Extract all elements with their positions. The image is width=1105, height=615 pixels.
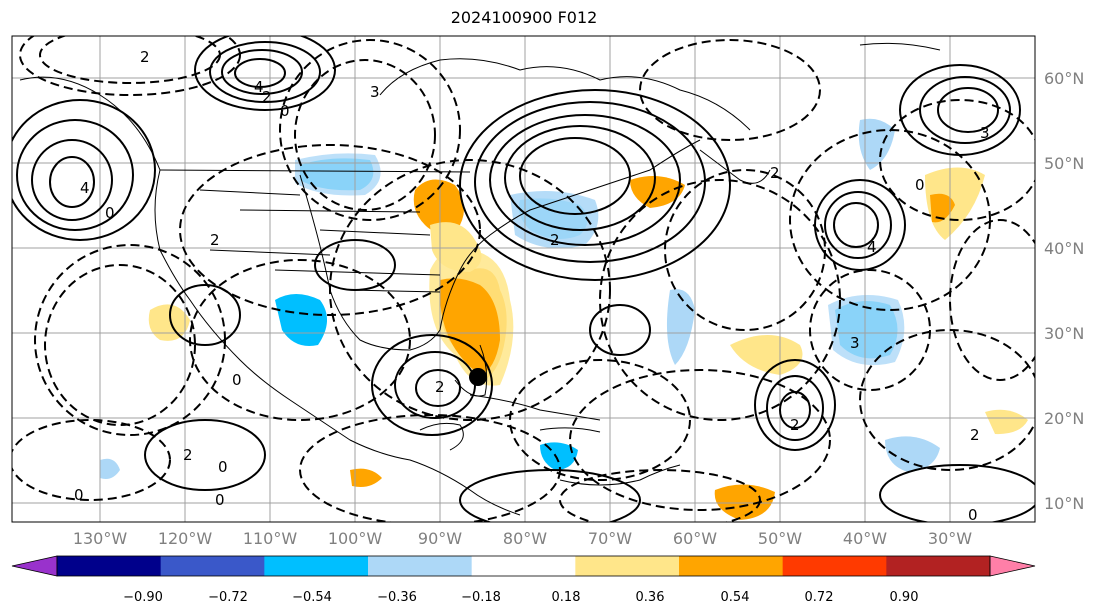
contour-label-group: 2 4 2 0 3 4 2 0 2 3 0 2 4 0 3 0 2 0 2 0 … xyxy=(74,48,990,524)
contour-label: 4 xyxy=(80,179,90,197)
lon-label: 70°W xyxy=(588,529,632,548)
contour-label: 4 xyxy=(254,78,264,96)
contour-label: 2 xyxy=(262,88,272,106)
lon-label: 130°W xyxy=(73,529,128,548)
lon-label: 30°W xyxy=(928,529,972,548)
colorbar-tick-labels: −0.90 −0.72 −0.54 −0.36 −0.18 0.18 0.36 … xyxy=(123,590,918,605)
colorbar-tick-label: −0.72 xyxy=(208,590,248,605)
lat-label: 60°N xyxy=(1044,69,1084,88)
lon-label: 60°W xyxy=(673,529,717,548)
contours-dashed xyxy=(12,36,1035,522)
colorbar-tick-label: 0.36 xyxy=(636,590,665,605)
colorbar-tick-label: 0.90 xyxy=(890,590,919,605)
yellow-anomaly-eastatl xyxy=(925,167,985,240)
yellow-anomaly-baja xyxy=(148,304,190,341)
map-title: 2024100900 F012 xyxy=(450,8,598,27)
lightblue-anomaly-mid xyxy=(666,289,695,365)
lon-label: 40°W xyxy=(843,529,887,548)
orange-anomaly-eastatl xyxy=(930,193,955,223)
lon-label: 80°W xyxy=(503,529,547,548)
contour-label: 2 xyxy=(210,231,220,249)
lon-label: 90°W xyxy=(418,529,462,548)
orange-anomaly-georgia xyxy=(439,278,500,375)
contour-label: 0 xyxy=(915,176,925,194)
lon-label: 50°W xyxy=(758,529,802,548)
colorbar xyxy=(11,555,1036,577)
contour-label: 0 xyxy=(74,486,84,504)
contour-label: 0 xyxy=(218,458,228,476)
map-frame xyxy=(11,35,1036,523)
colorbar-tick-label: 0.72 xyxy=(805,590,834,605)
orange-anomaly-south xyxy=(714,484,775,520)
colorbar-extend-low xyxy=(11,555,58,577)
colorbar-extend-high xyxy=(989,555,1036,577)
contour-label: 0 xyxy=(215,491,225,509)
colorbar-segment xyxy=(886,556,991,576)
lon-label: 110°W xyxy=(243,529,298,548)
contour-label: 0 xyxy=(105,204,115,222)
contour-label: 2 xyxy=(550,231,560,249)
colorbar-frame xyxy=(56,555,991,577)
contour-label: 2 xyxy=(770,164,780,182)
lightblue-anomaly-atlantic xyxy=(828,295,905,366)
contour-label: 2 xyxy=(140,48,150,66)
contour-label: 2 xyxy=(970,426,980,444)
colorbar-tick-label: −0.36 xyxy=(377,590,417,605)
longitude-labels: 130°W 120°W 110°W 100°W 90°W 80°W 70°W 6… xyxy=(73,529,972,548)
lat-label: 20°N xyxy=(1044,409,1084,428)
lat-label: 30°N xyxy=(1044,324,1084,343)
lightblue-anomaly-plains xyxy=(295,153,381,196)
contour-label: 0 xyxy=(232,371,242,389)
lon-label: 100°W xyxy=(328,529,383,548)
contour-label: 3 xyxy=(370,83,380,101)
contour-label: 3 xyxy=(980,124,990,142)
colorbar-tick-label: −0.54 xyxy=(292,590,332,605)
colorbar-segment xyxy=(264,556,369,576)
orange-anomaly-gulf xyxy=(350,468,382,487)
contour-label: 0 xyxy=(280,102,290,120)
lightblue-anomaly-carib2 xyxy=(885,436,940,472)
orange-anomaly-newfoundland xyxy=(630,176,685,208)
contour-label: 2 xyxy=(435,378,445,396)
colorbar-tick-label: −0.18 xyxy=(461,590,501,605)
colorbar-segment xyxy=(57,556,162,576)
colorbar-segment xyxy=(368,556,473,576)
contour-label: 4 xyxy=(867,238,877,256)
yellow-anomaly-mid xyxy=(730,335,803,375)
contour-label: 3 xyxy=(850,334,860,352)
storm-location-marker xyxy=(469,368,487,386)
map-area: 2 4 2 0 3 4 2 0 2 3 0 2 4 0 3 0 2 0 2 0 … xyxy=(12,36,1035,524)
contours-solid xyxy=(12,36,1035,522)
lat-label: 50°N xyxy=(1044,154,1084,173)
orange-anomaly-ohio xyxy=(413,179,464,233)
contour-label: 2 xyxy=(183,446,193,464)
lightblue-anomaly-pac xyxy=(100,458,120,479)
lat-label: 40°N xyxy=(1044,239,1084,258)
colorbar-segment xyxy=(160,556,265,576)
colorbar-tick-label: 0.18 xyxy=(552,590,581,605)
colorbar-segment xyxy=(471,556,576,576)
colorbar-segment xyxy=(575,556,680,576)
lon-label: 120°W xyxy=(158,529,213,548)
yellow-anomaly-ohio xyxy=(430,222,482,272)
contour-label: 2 xyxy=(790,416,800,434)
lat-label: 10°N xyxy=(1044,494,1084,513)
yellow-anomaly-south xyxy=(985,409,1028,435)
colorbar-segment xyxy=(782,556,887,576)
contour-label: 0 xyxy=(968,506,978,524)
colorbar-tick-label: −0.90 xyxy=(123,590,163,605)
latitude-labels: 60°N 50°N 40°N 30°N 20°N 10°N xyxy=(1044,69,1084,513)
colorbar-tick-label: 0.54 xyxy=(721,590,750,605)
colorbar-segment xyxy=(679,556,784,576)
